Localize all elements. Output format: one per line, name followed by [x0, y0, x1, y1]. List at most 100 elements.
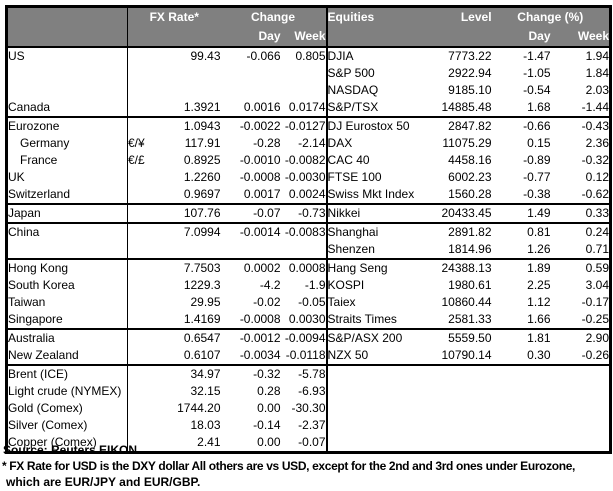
fx-rate-cell: 99.43: [190, 49, 221, 63]
fx-country-cell: US: [6, 47, 128, 65]
equity-level-cell: [434, 417, 492, 434]
fx-week-cell: -30.30: [280, 400, 328, 417]
equity-level-cell: 4458.16: [448, 153, 492, 167]
fx-week-cell: -0.0094: [280, 329, 328, 347]
fx-week-cell: 0.805: [280, 47, 328, 65]
fx-rate-footnote-line1: * FX Rate for USD is the DXY dollar All …: [2, 459, 576, 473]
equity-week-cell: [551, 383, 611, 400]
fx-pair-cell: €/£: [128, 153, 145, 167]
equity-name-cell: CAC 40: [327, 153, 370, 167]
fx-day-cell: -0.066: [246, 49, 281, 63]
fx-day-cell: -0.0008: [220, 311, 281, 330]
equity-week-cell: -0.25: [550, 311, 611, 330]
equity-day-cell: [492, 383, 551, 400]
fx-day-cell: 0.0002: [243, 261, 281, 275]
equities-day-header: Day: [491, 27, 551, 48]
fx-rate-header-spacer: [127, 27, 221, 48]
equity-day-cell: -0.54: [523, 83, 551, 97]
equity-week-cell: 2.36: [585, 136, 610, 150]
fx-rate-cell: 1229.3: [183, 278, 221, 292]
equity-level-cell: 20433.45: [433, 204, 492, 224]
fx-pair-cell: €/¥: [128, 136, 145, 150]
table-row: South Korea 1229.3 -4.2 -1.9 KOSPI 1980.…: [6, 277, 611, 294]
fx-country-cell: New Zealand: [6, 347, 128, 366]
equity-name-cell: Shanghai: [327, 225, 379, 239]
table-row: Eurozone 1.0943 -0.0022 -0.0127 DJ Euros…: [6, 117, 611, 135]
table-row: China 7.0994 -0.0014 -0.0083 Shanghai 28…: [6, 223, 611, 241]
equity-day-cell: 0.15: [527, 136, 551, 150]
fx-week-cell: -0.07: [280, 434, 328, 453]
table-row: Taiwan 29.95 -0.02 -0.05 Taiex 10860.44 …: [6, 294, 611, 311]
source-note: Source: Reuters EIKON.: [3, 443, 141, 457]
fx-day-cell: -0.28: [253, 136, 281, 150]
fx-pair-cell: [128, 294, 154, 311]
table-row: France €/£ 0.8925 -0.0010 -0.0082 CAC 40…: [6, 152, 611, 169]
fx-week-cell: -2.37: [280, 417, 328, 434]
fx-day-cell: -4.2: [259, 278, 281, 292]
equity-name-cell: [327, 417, 434, 434]
fx-pair-cell: [127, 99, 154, 118]
fx-country-cell: Gold (Comex): [6, 400, 128, 417]
table-row: Hong Kong 7.7503 0.0002 0.0008 Hang Seng…: [6, 259, 611, 277]
equity-week-cell: [551, 417, 611, 434]
equity-name-cell: S&P/ASX 200: [327, 331, 403, 345]
fx-pair-cell: [128, 277, 154, 294]
table-row: S&P 500 2922.94 -1.05 1.84: [6, 65, 611, 82]
fx-week-cell: -0.05: [280, 294, 328, 311]
equity-name-cell: S&P 500: [327, 66, 375, 80]
fx-rate-cell: 18.03: [190, 418, 221, 432]
fx-day-cell: -0.14: [253, 418, 281, 432]
fx-week-cell: -5.78: [280, 365, 328, 383]
equity-level-cell: 1980.61: [448, 278, 492, 292]
level-header-spacer: [433, 27, 492, 48]
fx-country-cell: France: [6, 152, 128, 169]
equity-week-cell: 0.12: [585, 170, 610, 184]
fx-day-cell: -0.0010: [239, 153, 281, 167]
fx-day-cell: [221, 82, 281, 99]
equity-week-cell: -1.44: [550, 99, 611, 118]
equity-day-cell: -0.77: [523, 170, 551, 184]
fx-country-cell: Japan: [6, 204, 128, 224]
table-header: FX Rate* Change Equities Level Change (%…: [6, 6, 611, 48]
equity-name-cell: Straits Times: [326, 311, 434, 330]
fx-rate-cell: 29.95: [190, 295, 221, 309]
table-row: Gold (Comex) 1744.20 0.00 -30.30: [6, 400, 611, 417]
equity-day-cell: [492, 365, 551, 383]
equity-level-cell: 24388.13: [441, 261, 492, 275]
equity-level-cell: 10790.14: [433, 347, 492, 366]
equity-level-cell: 2581.33: [433, 311, 492, 330]
equity-week-cell: -0.17: [581, 295, 610, 309]
fx-pair-cell: [128, 259, 154, 277]
fx-country-cell: Switzerland: [6, 186, 128, 205]
fx-rate-cell: 1.3921: [153, 99, 221, 118]
fx-country-cell: [6, 65, 128, 82]
fx-week-cell: 0.0008: [280, 259, 328, 277]
fx-day-header: Day: [220, 27, 281, 48]
fx-rate-cell: 2.41: [197, 435, 221, 449]
equity-week-cell: [551, 400, 611, 417]
fx-pair-cell: [128, 365, 154, 383]
fx-rate-cell: 107.76: [153, 204, 221, 224]
fx-day-cell: -0.02: [253, 295, 281, 309]
equity-level-cell: [434, 400, 492, 417]
equity-day-cell: 0.81: [527, 225, 551, 239]
fx-pair-cell: [128, 223, 154, 241]
equity-day-cell: -0.89: [523, 153, 551, 167]
equity-week-cell: 1.84: [585, 66, 610, 80]
fx-pair-cell: [128, 169, 154, 186]
fx-rate-cell: 117.91: [184, 136, 221, 150]
fx-week-cell: -0.0118: [280, 347, 328, 366]
fx-country-cell: [6, 82, 128, 99]
fx-week-cell: -0.0083: [280, 223, 328, 241]
fx-pair-cell: [127, 241, 154, 260]
equity-day-cell: -1.47: [523, 49, 551, 63]
fx-country-cell: Hong Kong: [6, 259, 128, 277]
fx-day-cell: -0.0014: [239, 225, 281, 239]
equity-week-cell: 0.59: [585, 261, 610, 275]
fx-week-cell: [280, 241, 328, 260]
fx-day-cell: 0.0017: [220, 186, 281, 205]
fx-country-cell: Germany: [6, 135, 128, 152]
fx-day-cell: -0.32: [253, 367, 281, 381]
fx-country-cell: Australia: [6, 329, 128, 347]
fx-country-cell: Canada: [6, 99, 128, 118]
